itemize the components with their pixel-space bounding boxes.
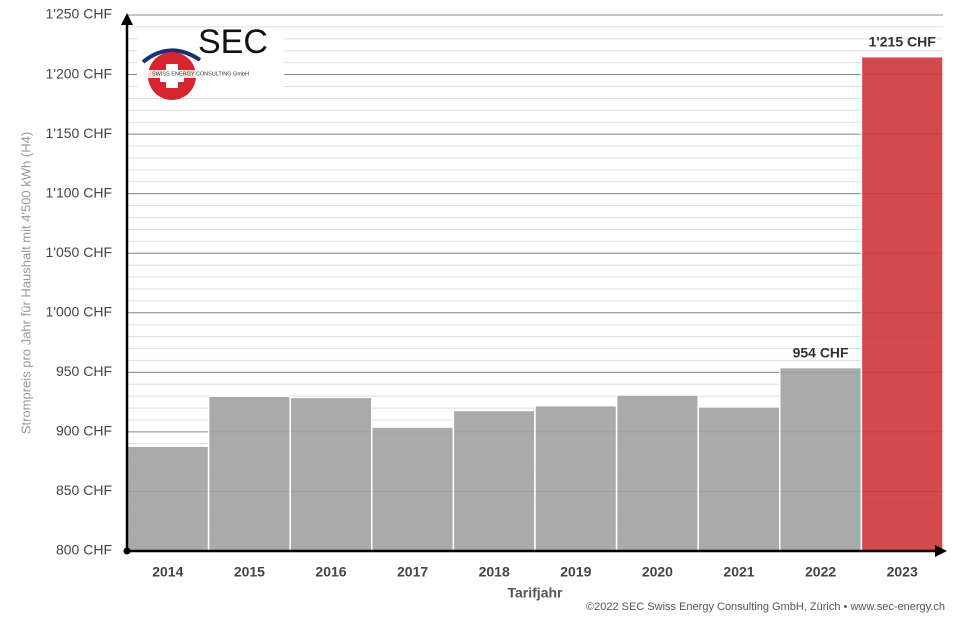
bar <box>860 55 944 552</box>
y-tick-label: 1'050 CHF <box>46 244 112 260</box>
bar <box>207 395 291 552</box>
axis-origin <box>123 547 131 555</box>
x-tick-label: 2018 <box>479 564 510 580</box>
x-tick-label: 2021 <box>723 564 754 580</box>
y-axis-label: Strompreis pro Jahr für Haushalt mit 4'5… <box>18 132 33 434</box>
bar <box>289 396 373 552</box>
logo-band <box>148 70 260 78</box>
y-tick-label: 1'100 CHF <box>46 184 112 200</box>
x-tick-label: 2023 <box>887 564 918 580</box>
x-axis-label: Tarifjahr <box>508 585 564 601</box>
source: ©2022 SEC Swiss Energy Consulting GmbH, … <box>586 601 945 613</box>
y-tick-label: 950 CHF <box>56 363 112 379</box>
bar <box>452 409 536 552</box>
x-tick-label: 2017 <box>397 564 428 580</box>
value-label: 1'215 CHF <box>869 33 937 49</box>
logo: SEC SWISS ENERGY CONSULTING GmbH <box>137 23 284 100</box>
y-tick-label: 900 CHF <box>56 423 112 439</box>
bar <box>697 406 781 552</box>
y-tick-label: 1'000 CHF <box>46 303 112 319</box>
bar <box>534 404 618 552</box>
x-tick-label: 2022 <box>805 564 836 580</box>
x-tick-label: 2019 <box>560 564 591 580</box>
logo-tagline: SWISS ENERGY CONSULTING GmbH <box>152 71 249 77</box>
bar <box>371 426 455 552</box>
y-tick-label: 1'150 CHF <box>46 125 112 141</box>
y-tick-label: 800 CHF <box>56 542 112 558</box>
bar <box>779 366 863 552</box>
bar <box>615 394 699 552</box>
logo-name: SEC <box>198 23 268 61</box>
y-axis-arrow <box>121 13 133 25</box>
logo-arc <box>141 48 202 64</box>
x-tick-label: 2020 <box>642 564 673 580</box>
y-tick-label: 1'200 CHF <box>46 65 112 81</box>
x-axis-arrow <box>935 545 947 557</box>
bar <box>126 445 210 552</box>
value-label: 954 CHF <box>793 344 849 360</box>
y-tick-label: 1'250 CHF <box>46 6 112 22</box>
x-tick-label: 2014 <box>152 564 183 580</box>
y-tick-label: 850 CHF <box>56 482 112 498</box>
x-tick-label: 2016 <box>315 564 346 580</box>
x-tick-label: 2015 <box>234 564 265 580</box>
